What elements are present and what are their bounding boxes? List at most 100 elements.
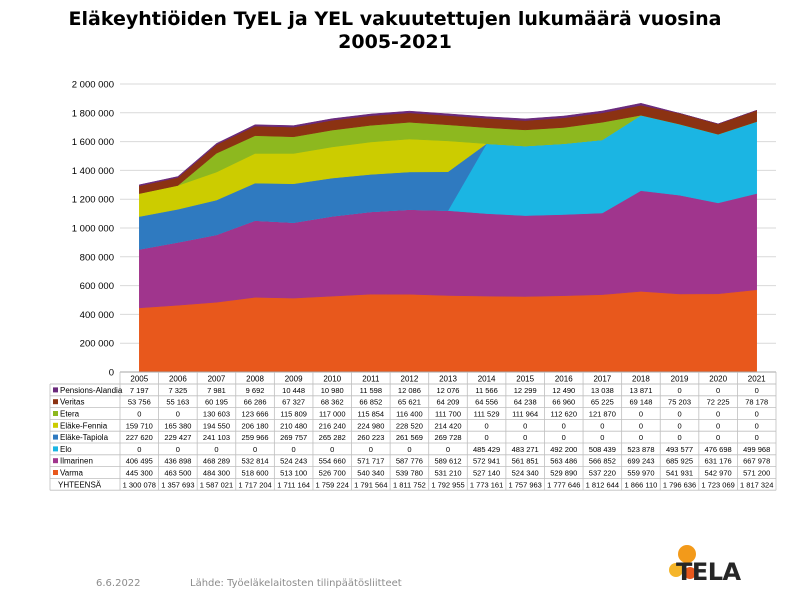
data-label: 115 809 — [280, 410, 307, 419]
y-tick-label: 2 000 000 — [72, 80, 114, 91]
y-tick-label: 1 800 000 — [72, 108, 114, 119]
x-tick-label: 2011 — [362, 375, 380, 384]
data-label: 436 898 — [164, 457, 191, 466]
data-label: 518 600 — [241, 469, 268, 478]
data-label: 0 — [176, 445, 180, 454]
data-label: 60 195 — [205, 398, 228, 407]
x-tick-label: 2017 — [593, 375, 611, 384]
data-label: 0 — [369, 445, 373, 454]
data-label: 699 243 — [627, 457, 654, 466]
data-label: 12 299 — [514, 386, 537, 395]
data-label: 476 698 — [705, 445, 732, 454]
data-label: 66 852 — [359, 398, 382, 407]
data-label: 65 621 — [398, 398, 421, 407]
legend-swatch — [53, 387, 58, 393]
data-label: 112 620 — [550, 410, 577, 419]
data-label: 532 814 — [241, 457, 268, 466]
data-label: 554 660 — [319, 457, 346, 466]
data-label: 68 362 — [321, 398, 344, 407]
data-label: 492 200 — [550, 445, 577, 454]
total-label: 1 791 564 — [354, 480, 387, 489]
data-label: 159 710 — [126, 421, 153, 430]
data-label: 559 970 — [627, 469, 654, 478]
data-label: 0 — [407, 445, 411, 454]
data-label: 406 495 — [126, 457, 153, 466]
data-label: 540 340 — [357, 469, 384, 478]
data-label: 527 140 — [473, 469, 500, 478]
data-label: 0 — [600, 433, 604, 442]
data-label: 227 620 — [126, 433, 153, 442]
data-label: 0 — [562, 433, 566, 442]
data-label: 228 520 — [396, 421, 423, 430]
data-label: 571 200 — [743, 469, 770, 478]
legend-swatch — [53, 411, 58, 416]
y-tick-label: 1 600 000 — [72, 137, 114, 148]
data-label: 0 — [292, 445, 296, 454]
data-label: 499 968 — [743, 445, 770, 454]
x-tick-label: 2008 — [246, 375, 264, 384]
total-label: 1 587 021 — [200, 480, 233, 489]
data-label: 64 238 — [514, 398, 537, 407]
legend-swatch — [53, 470, 58, 475]
x-tick-label: 2012 — [401, 375, 419, 384]
legend-entry: Pensions-Alandia — [60, 386, 123, 395]
data-label: 513 100 — [280, 469, 307, 478]
legend-entry: Etera — [60, 410, 80, 419]
data-label: 194 550 — [203, 421, 230, 430]
data-label: 463 500 — [164, 469, 191, 478]
data-label: 7 981 — [207, 386, 226, 395]
data-label: 0 — [562, 421, 566, 430]
data-label: 537 220 — [589, 469, 616, 478]
data-label: 117 000 — [319, 410, 346, 419]
data-label: 9 692 — [246, 386, 265, 395]
data-label: 571 717 — [357, 457, 384, 466]
data-label: 66 286 — [244, 398, 267, 407]
data-label: 65 225 — [591, 398, 614, 407]
data-label: 111 529 — [474, 410, 500, 419]
x-tick-label: 2006 — [169, 375, 187, 384]
data-label: 165 380 — [164, 421, 191, 430]
data-label: 0 — [677, 433, 681, 442]
data-label: 265 282 — [319, 433, 346, 442]
tela-logo-icon — [669, 545, 696, 579]
data-label: 0 — [330, 445, 334, 454]
data-label: 0 — [214, 445, 218, 454]
data-label: 0 — [716, 433, 720, 442]
data-label: 0 — [755, 433, 759, 442]
data-label: 529 890 — [550, 469, 577, 478]
data-label: 0 — [755, 410, 759, 419]
data-label: 13 038 — [591, 386, 614, 395]
data-label: 0 — [137, 445, 141, 454]
data-label: 572 941 — [473, 457, 500, 466]
data-label: 587 776 — [396, 457, 423, 466]
data-label: 485 429 — [473, 445, 500, 454]
data-label: 508 439 — [589, 445, 616, 454]
total-label: 1 711 164 — [277, 480, 310, 489]
legend-swatch — [53, 399, 58, 405]
total-label: 1 777 646 — [547, 480, 580, 489]
data-label: 123 666 — [241, 410, 268, 419]
data-label: 269 757 — [280, 433, 307, 442]
total-label: 1 773 161 — [470, 480, 503, 489]
data-label: 0 — [485, 433, 489, 442]
legend-entry: Varma — [60, 469, 84, 478]
data-label: 468 289 — [203, 457, 230, 466]
data-label: 0 — [639, 410, 643, 419]
data-label: 589 612 — [434, 457, 461, 466]
data-label: 541 931 — [666, 469, 693, 478]
data-label: 111 964 — [512, 410, 538, 419]
data-label: 563 486 — [550, 457, 577, 466]
x-tick-label: 2018 — [632, 375, 650, 384]
total-label: 1 866 110 — [625, 480, 658, 489]
data-label: 216 240 — [319, 421, 346, 430]
total-label: 1 757 963 — [508, 480, 541, 489]
y-tick-label: 0 — [109, 368, 114, 379]
data-label: 72 225 — [707, 398, 730, 407]
data-label: 224 980 — [357, 421, 384, 430]
data-label: 0 — [253, 445, 257, 454]
data-label: 685 925 — [666, 457, 693, 466]
y-tick-label: 200 000 — [80, 339, 114, 350]
data-label: 0 — [176, 410, 180, 419]
chart-title: Eläkeyhtiöiden TyEL ja YEL vakuutettujen… — [0, 8, 790, 54]
data-label: 115 854 — [358, 410, 385, 419]
